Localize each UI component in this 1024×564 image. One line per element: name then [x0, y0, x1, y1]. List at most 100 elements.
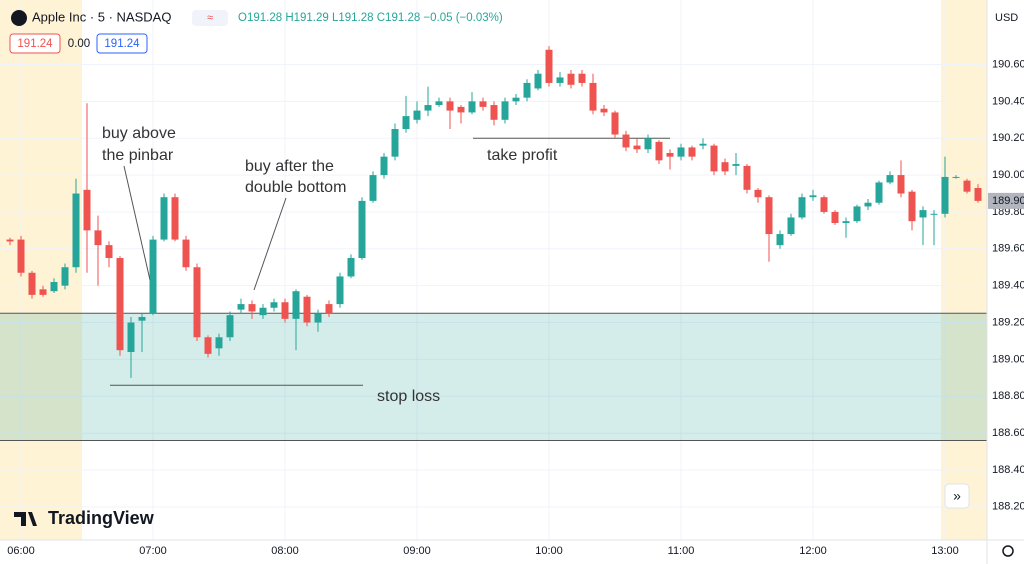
candle-body	[908, 191, 916, 222]
logo-icon	[14, 512, 37, 526]
candle-body	[490, 105, 498, 120]
candle-body	[765, 197, 773, 235]
annotation: take profit	[487, 147, 558, 164]
candle-body	[875, 182, 883, 203]
settings-icon[interactable]	[1002, 545, 1014, 557]
candle-body	[39, 289, 47, 295]
logo: TradingView	[48, 508, 155, 528]
annotation: buy after the	[245, 158, 334, 175]
candle-body	[468, 101, 476, 113]
y-tick-label: 188.20	[992, 501, 1024, 513]
y-tick-label: 190.60	[992, 58, 1024, 70]
candle-body	[226, 315, 234, 338]
annotation: stop loss	[377, 388, 440, 405]
candle-body	[556, 77, 564, 83]
candle-body	[380, 156, 388, 176]
candle-body	[325, 304, 333, 314]
toggle[interactable]	[192, 10, 228, 26]
x-tick-label: 09:00	[403, 545, 431, 557]
candle-body	[897, 175, 905, 194]
x-tick-label: 06:00	[7, 545, 35, 557]
candle-body	[545, 49, 553, 83]
x-tick-label: 08:00	[271, 545, 299, 557]
candle-body	[204, 337, 212, 354]
candle-body	[732, 164, 740, 166]
candle-body	[215, 337, 223, 349]
candle-body	[688, 147, 696, 157]
scroll-icon: »	[953, 488, 961, 504]
candle-body	[391, 129, 399, 157]
candle-body	[644, 138, 652, 150]
candle-body	[457, 106, 465, 113]
ask-box[interactable]	[96, 33, 148, 54]
candle-body	[743, 165, 751, 190]
x-tick-label: 12:00	[799, 545, 827, 557]
candle-body	[270, 302, 278, 308]
x-tick-label: 10:00	[535, 545, 563, 557]
candle-body	[754, 189, 762, 198]
candle-body	[402, 116, 410, 130]
ohlc: O191.28 H191.29 L191.28 C191.28 −0.05 (−…	[238, 12, 503, 24]
annotation: buy above	[102, 125, 176, 142]
x-tick-label: 07:00	[139, 545, 167, 557]
y-tick-label: 190.00	[992, 169, 1024, 181]
candle-body	[292, 291, 300, 319]
candle-body	[611, 112, 619, 135]
candle-body	[149, 239, 157, 314]
candle-body	[72, 193, 80, 268]
y-tick-label: 189.20	[992, 316, 1024, 328]
pointer	[253, 197, 287, 291]
candle-body	[699, 143, 707, 146]
candle-body	[798, 197, 806, 218]
y-tick-label: 190.40	[992, 95, 1024, 107]
candle-body	[237, 304, 245, 310]
last-price: 189.90	[992, 195, 1024, 207]
ask: 191.24	[104, 38, 140, 50]
candle-body	[776, 234, 784, 246]
y-tick-label: 189.40	[992, 280, 1024, 292]
last-price-box	[988, 192, 1024, 209]
candle-body	[413, 110, 421, 120]
spread: 0.00	[68, 38, 90, 50]
candle-body	[919, 210, 927, 218]
candle-body	[17, 239, 25, 273]
annotation: double bottom	[245, 179, 346, 196]
candle-body	[479, 101, 487, 107]
candle-body	[281, 302, 289, 319]
candle-body	[28, 272, 36, 295]
candle-body	[248, 304, 256, 312]
candle-body	[534, 73, 542, 89]
candle-body	[633, 145, 641, 150]
candle-body	[952, 176, 960, 178]
candle-body	[127, 322, 135, 353]
bid-box[interactable]	[9, 33, 61, 54]
candle-body	[655, 141, 663, 161]
bid: 191.24	[17, 38, 53, 50]
y-tick-label: 189.00	[992, 353, 1024, 365]
y-tick-label: 188.40	[992, 464, 1024, 476]
y-tick-label: 188.80	[992, 390, 1024, 402]
candle-body	[930, 213, 938, 215]
candle-body	[138, 316, 146, 321]
candle-body	[259, 307, 267, 316]
candle-body	[501, 101, 509, 120]
candle-body	[512, 97, 520, 102]
premarket-shade	[0, 0, 82, 540]
candle-body	[424, 105, 432, 111]
scroll-button[interactable]	[944, 483, 970, 509]
candle-body	[666, 152, 674, 157]
currency: USD	[995, 12, 1018, 24]
candle-body	[963, 180, 971, 192]
pointer	[123, 165, 151, 281]
toggle-icon: ≈	[207, 12, 213, 24]
symbol: Apple Inc · 5 · NASDAQ	[32, 9, 171, 24]
candle-body	[677, 147, 685, 157]
candle-body	[567, 73, 575, 85]
candle-body	[347, 258, 355, 277]
candle-body	[589, 82, 597, 111]
candle-body	[369, 175, 377, 201]
candle-body	[974, 187, 982, 201]
candle-body	[721, 162, 729, 172]
candle-body	[314, 313, 322, 323]
candle-body	[94, 230, 102, 246]
